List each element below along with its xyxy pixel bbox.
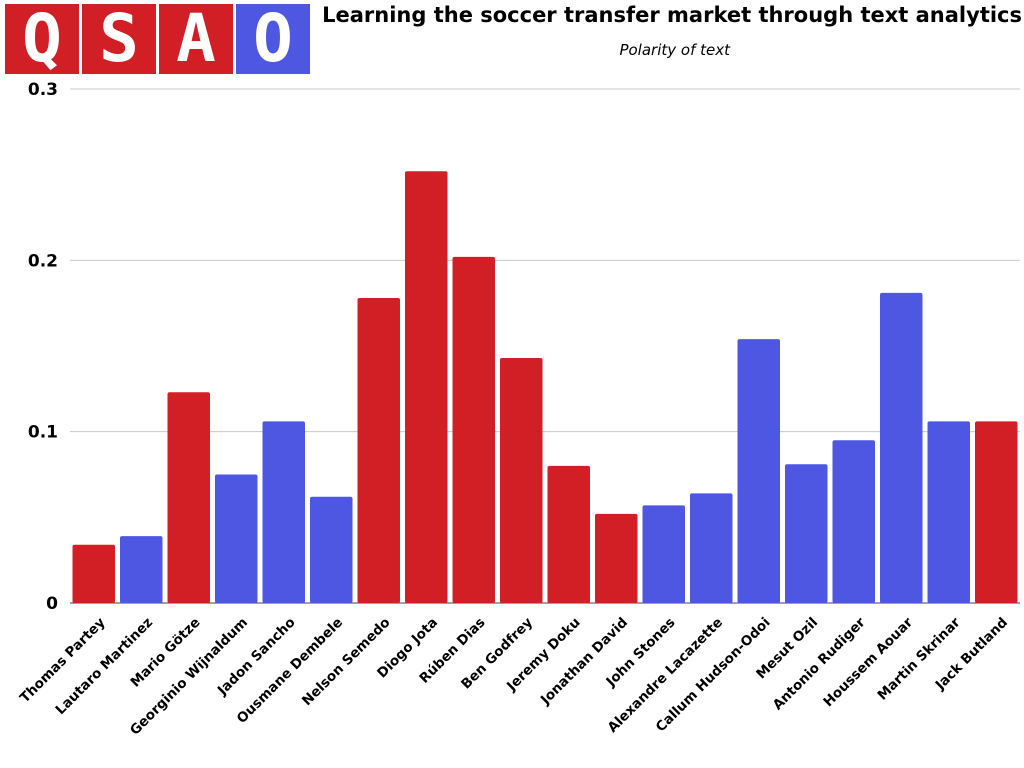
bar — [500, 357, 543, 603]
qsao-logo: Q S A O — [5, 4, 310, 74]
bar — [167, 392, 210, 603]
x-tick-label: Jonathan David — [537, 615, 631, 709]
y-tick-label: 0 — [46, 594, 58, 614]
bar — [880, 292, 923, 603]
y-tick-label: 0.3 — [28, 80, 58, 100]
x-tick-label: Thomas Partey — [17, 614, 109, 706]
logo-letter-q: Q — [5, 4, 79, 74]
x-tick-label: Martin Skrinar — [875, 614, 964, 703]
x-tick-label: Houssem Aouar — [820, 614, 916, 710]
bar — [405, 171, 448, 604]
y-tick-label: 0.1 — [28, 423, 58, 443]
bar — [120, 536, 163, 603]
bar — [310, 496, 353, 603]
bar — [547, 465, 590, 603]
y-tick-label: 0.2 — [28, 251, 58, 271]
bar — [262, 421, 305, 603]
bar — [357, 298, 400, 603]
bar — [690, 493, 733, 603]
logo-letter-s: S — [82, 4, 156, 74]
bar — [832, 440, 875, 603]
logo-letter-o: O — [236, 4, 310, 74]
bar — [927, 421, 970, 603]
bar — [642, 505, 685, 603]
logo-letter-a: A — [159, 4, 233, 74]
bar — [452, 256, 495, 603]
x-tick-label: Antonio Rudiger — [770, 614, 869, 713]
bar — [72, 544, 115, 603]
bar — [975, 421, 1018, 603]
x-tick-label: Nelson Semedo — [299, 615, 394, 710]
chart-title: Learning the soccer transfer market thro… — [322, 3, 1022, 27]
chart-subtitle: Polarity of text — [619, 41, 730, 59]
bar — [595, 513, 638, 603]
bar — [215, 474, 258, 603]
bar — [785, 464, 828, 603]
bar — [737, 339, 780, 603]
